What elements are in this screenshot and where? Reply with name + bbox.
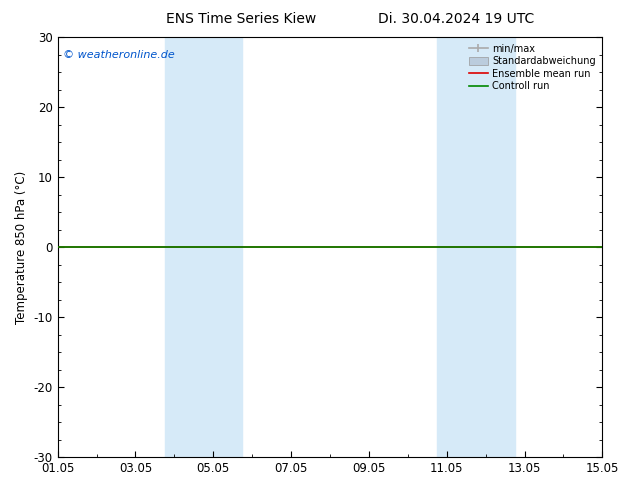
Text: © weatheronline.de: © weatheronline.de xyxy=(63,50,175,60)
Bar xyxy=(437,37,476,457)
Text: ENS Time Series Kiew: ENS Time Series Kiew xyxy=(166,12,316,26)
Bar xyxy=(476,37,515,457)
Bar xyxy=(204,37,242,457)
Bar xyxy=(165,37,204,457)
Legend: min/max, Standardabweichung, Ensemble mean run, Controll run: min/max, Standardabweichung, Ensemble me… xyxy=(467,42,597,93)
Text: Di. 30.04.2024 19 UTC: Di. 30.04.2024 19 UTC xyxy=(378,12,534,26)
Y-axis label: Temperature 850 hPa (°C): Temperature 850 hPa (°C) xyxy=(15,171,28,324)
